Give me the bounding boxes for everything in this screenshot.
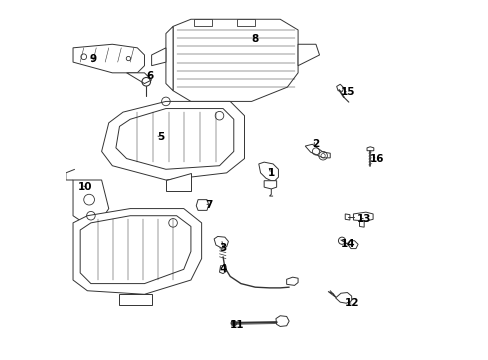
FancyBboxPatch shape <box>237 19 255 26</box>
Text: 6: 6 <box>146 71 153 81</box>
Polygon shape <box>165 26 173 91</box>
Text: 4: 4 <box>219 264 226 274</box>
Polygon shape <box>345 214 349 220</box>
Polygon shape <box>73 180 108 223</box>
Polygon shape <box>346 241 357 249</box>
Text: 16: 16 <box>368 154 383 163</box>
Polygon shape <box>219 266 226 274</box>
FancyBboxPatch shape <box>194 19 212 26</box>
Text: 15: 15 <box>340 87 355 98</box>
Polygon shape <box>173 19 298 102</box>
Circle shape <box>230 320 236 326</box>
Polygon shape <box>151 48 165 66</box>
Polygon shape <box>126 73 151 84</box>
Text: 8: 8 <box>251 34 258 44</box>
Text: 13: 13 <box>356 214 371 224</box>
Polygon shape <box>327 292 335 297</box>
Polygon shape <box>214 237 228 248</box>
Polygon shape <box>196 200 208 210</box>
Polygon shape <box>359 220 364 227</box>
Text: 9: 9 <box>89 54 96 64</box>
Polygon shape <box>73 208 201 294</box>
Polygon shape <box>353 212 372 221</box>
Polygon shape <box>275 316 288 327</box>
Polygon shape <box>366 147 373 151</box>
Polygon shape <box>258 162 278 181</box>
Text: 14: 14 <box>340 239 355 249</box>
Text: 10: 10 <box>78 182 93 192</box>
Polygon shape <box>264 181 276 189</box>
Polygon shape <box>336 84 343 91</box>
Polygon shape <box>298 44 319 66</box>
Text: 12: 12 <box>344 298 358 308</box>
Text: 1: 1 <box>267 168 274 178</box>
Text: 11: 11 <box>230 320 244 330</box>
Polygon shape <box>335 293 351 303</box>
Text: 3: 3 <box>219 243 226 253</box>
Polygon shape <box>286 277 298 285</box>
Polygon shape <box>73 44 144 73</box>
Polygon shape <box>102 102 244 180</box>
Polygon shape <box>119 294 151 305</box>
Text: 2: 2 <box>312 139 319 149</box>
Polygon shape <box>305 144 329 158</box>
Polygon shape <box>165 173 190 191</box>
Text: 7: 7 <box>204 200 212 210</box>
Text: 5: 5 <box>157 132 164 142</box>
